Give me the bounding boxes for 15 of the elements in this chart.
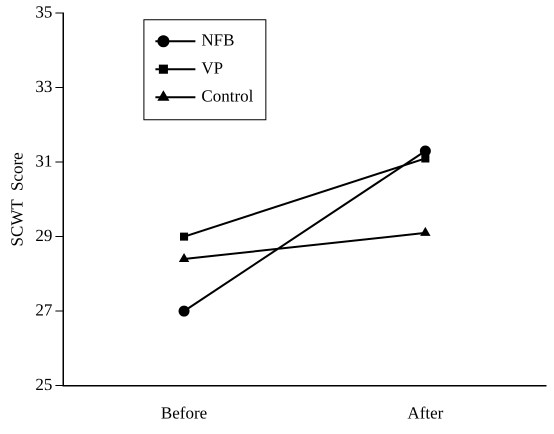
y-tick-label: 25	[35, 375, 52, 394]
y-tick-label: 33	[35, 77, 52, 96]
y-tick-label: 35	[35, 2, 52, 22]
x-tick-label: Before	[160, 403, 208, 422]
y-tick-label: 31	[35, 152, 52, 171]
x-tick-label: After	[407, 403, 444, 422]
legend-label: VP	[201, 58, 224, 78]
legend-label: Control	[201, 86, 254, 106]
y-axis-title: SCWT Score	[8, 152, 27, 246]
y-tick-label: 27	[35, 300, 53, 320]
legend-label: NFB	[201, 30, 234, 50]
y-tick-label: 29	[35, 226, 52, 246]
point	[420, 145, 431, 156]
point	[180, 232, 188, 241]
point	[178, 306, 190, 317]
